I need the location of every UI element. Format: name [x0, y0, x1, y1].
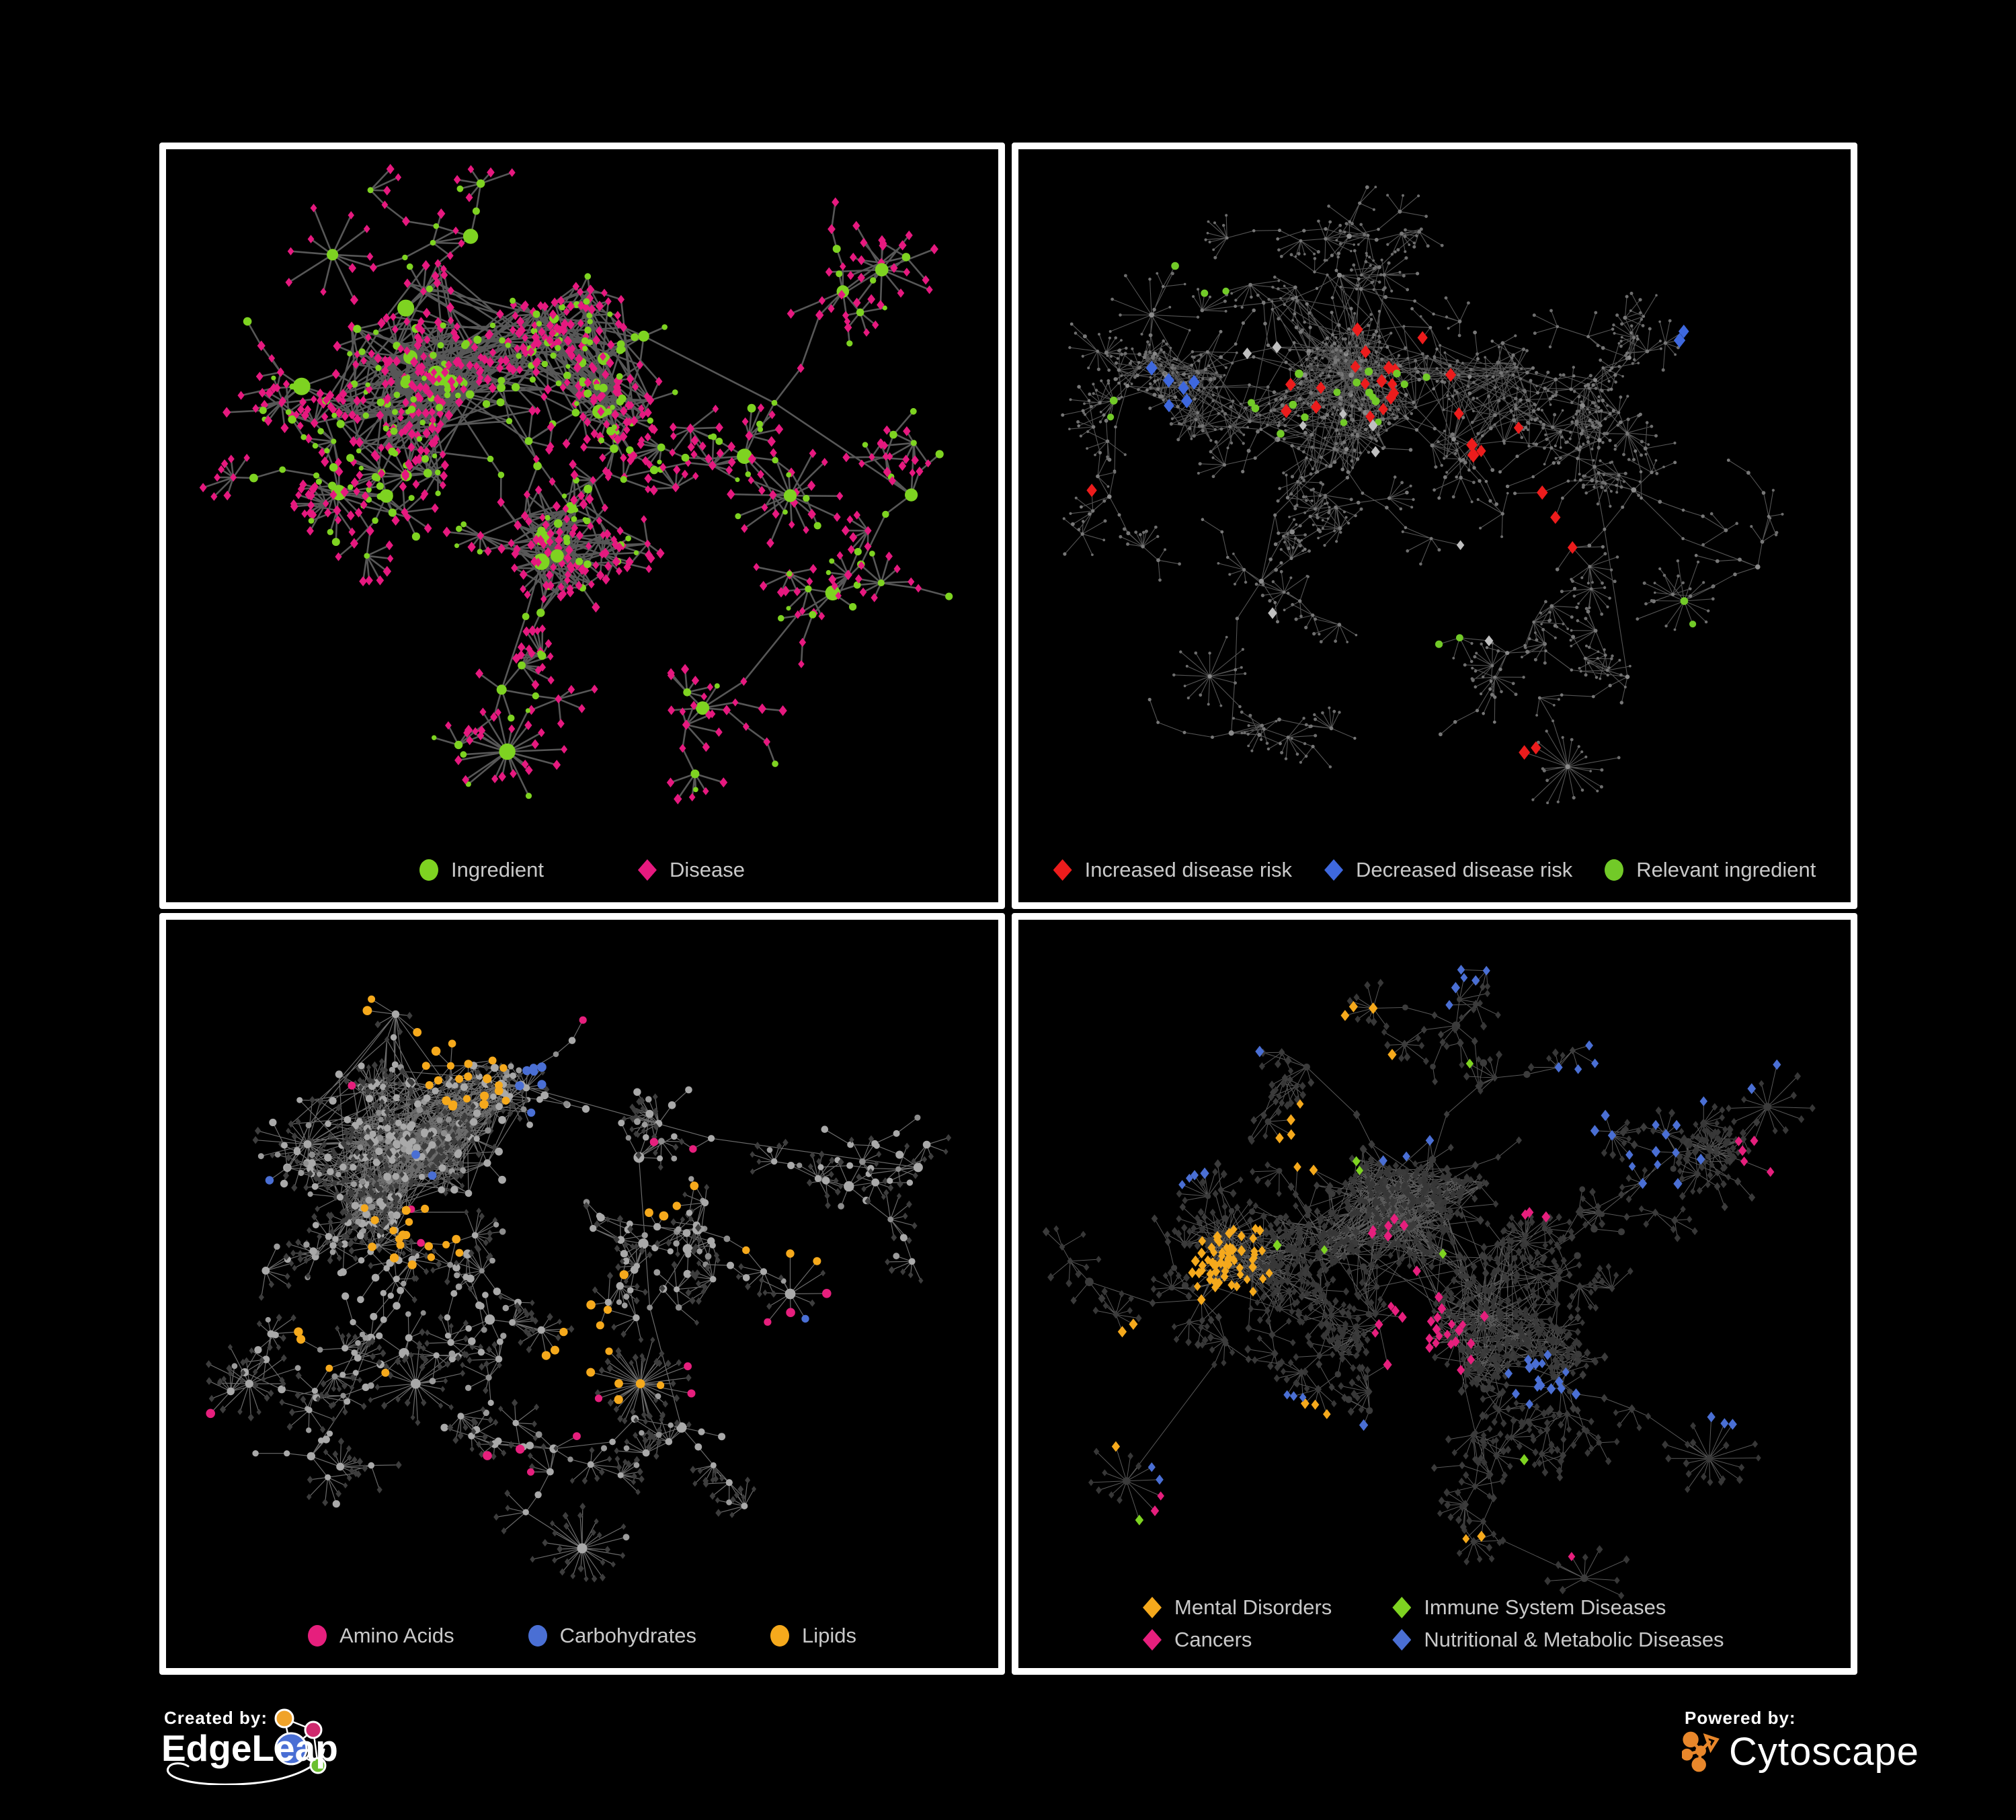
legend-item: Decreased disease risk	[1324, 858, 1572, 882]
legend-item: Amino Acids	[308, 1624, 454, 1648]
legend-nutrient-classes: Amino Acids Carbohydrates Lipids	[166, 1624, 998, 1648]
network-graph-nutrient-classes	[166, 920, 998, 1668]
panel-nutrient-classes: Amino Acids Carbohydrates Lipids	[159, 913, 1005, 1675]
edgeleap-wordmark: EdgeLeap	[161, 1727, 338, 1769]
legend-ingredient-disease: Ingredient Disease	[166, 858, 998, 882]
amino-acids-circle-icon	[308, 1625, 327, 1647]
edgeleap-pink-node-icon	[304, 1720, 323, 1739]
legend-item: Disease	[637, 858, 745, 882]
created-by-label: Created by:	[164, 1708, 268, 1728]
legend-label: Disease	[669, 858, 745, 881]
legend-item: Ingredient	[419, 858, 544, 882]
network-graph-disease-risk	[1018, 149, 1851, 902]
legend-label: Immune System Diseases	[1424, 1595, 1666, 1619]
legend-label: Cancers	[1174, 1628, 1252, 1651]
legend-item: Immune System Diseases	[1392, 1595, 1724, 1620]
legend-label: Decreased disease risk	[1356, 858, 1573, 881]
edgeleap-credit: Created by: EdgeLeap	[155, 1708, 338, 1785]
legend-item: Nutritional & Metabolic Diseases	[1392, 1628, 1724, 1652]
legend-item: Cancers	[1143, 1628, 1332, 1652]
powered-by-label: Powered by:	[1685, 1708, 1796, 1728]
legend-label: Lipids	[801, 1624, 856, 1647]
edgeleap-green-node-icon	[309, 1757, 327, 1774]
legend-label: Ingredient	[451, 858, 544, 881]
legend-item: Increased disease risk	[1053, 858, 1292, 882]
metabolic-diseases-diamond-icon	[1392, 1629, 1412, 1651]
decreased-risk-diamond-icon	[1324, 859, 1344, 881]
cytoscape-wordmark: Cytoscape	[1729, 1730, 1920, 1774]
panel-disease-risk: Increased disease risk Decreased disease…	[1012, 143, 1857, 909]
panel-ingredient-disease: Ingredient Disease	[159, 143, 1005, 909]
carbohydrates-circle-icon	[528, 1625, 547, 1647]
legend-label: Nutritional & Metabolic Diseases	[1424, 1628, 1724, 1651]
cytoscape-credit: Powered by: Cytoscape	[1679, 1708, 1919, 1785]
legend-disease-classes: Mental Disorders Immune System Diseases …	[1018, 1595, 1851, 1652]
legend-label: Mental Disorders	[1174, 1595, 1332, 1619]
edgeleap-swoosh	[166, 1748, 325, 1785]
cytoscape-brand-row: Cytoscape	[1682, 1729, 1919, 1774]
legend-item: Carbohydrates	[528, 1624, 696, 1648]
edgeleap-orange-node-icon	[274, 1708, 294, 1729]
legend-label: Increased disease risk	[1084, 858, 1293, 881]
mental-disorders-diamond-icon	[1143, 1597, 1162, 1618]
cancers-diamond-icon	[1143, 1629, 1162, 1651]
legend-item: Lipids	[770, 1624, 856, 1648]
increased-risk-diamond-icon	[1053, 859, 1072, 881]
legend-label: Carbohydrates	[559, 1624, 696, 1647]
legend-label: Amino Acids	[339, 1624, 454, 1647]
edgeleap-logo-nodes	[274, 1708, 327, 1774]
lipids-circle-icon	[770, 1625, 789, 1647]
legend-disease-risk: Increased disease risk Decreased disease…	[1018, 858, 1851, 882]
relevant-ingredient-circle-icon	[1605, 859, 1624, 881]
legend-label: Relevant ingredient	[1636, 858, 1816, 881]
cytoscape-icon	[1682, 1731, 1720, 1772]
legend-item: Mental Disorders	[1143, 1595, 1332, 1620]
disease-diamond-icon	[637, 859, 657, 881]
panel-disease-classes: Mental Disorders Immune System Diseases …	[1012, 913, 1857, 1675]
edgeleap-logo	[166, 1708, 327, 1785]
ingredient-circle-icon	[419, 859, 439, 881]
legend-item: Relevant ingredient	[1605, 858, 1816, 882]
immune-diseases-diamond-icon	[1392, 1597, 1412, 1618]
network-graph-disease-classes	[1018, 920, 1851, 1668]
network-graph-ingredient-disease	[166, 149, 998, 902]
edgeleap-blue-node-icon	[274, 1732, 308, 1766]
